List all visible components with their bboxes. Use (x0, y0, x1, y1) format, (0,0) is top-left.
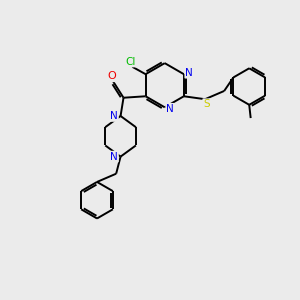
Text: N: N (110, 111, 118, 121)
Text: N: N (110, 152, 118, 162)
Text: N: N (166, 104, 174, 114)
Text: O: O (107, 71, 116, 81)
Text: N: N (185, 68, 193, 78)
Text: Cl: Cl (126, 56, 136, 67)
Text: S: S (203, 99, 210, 109)
